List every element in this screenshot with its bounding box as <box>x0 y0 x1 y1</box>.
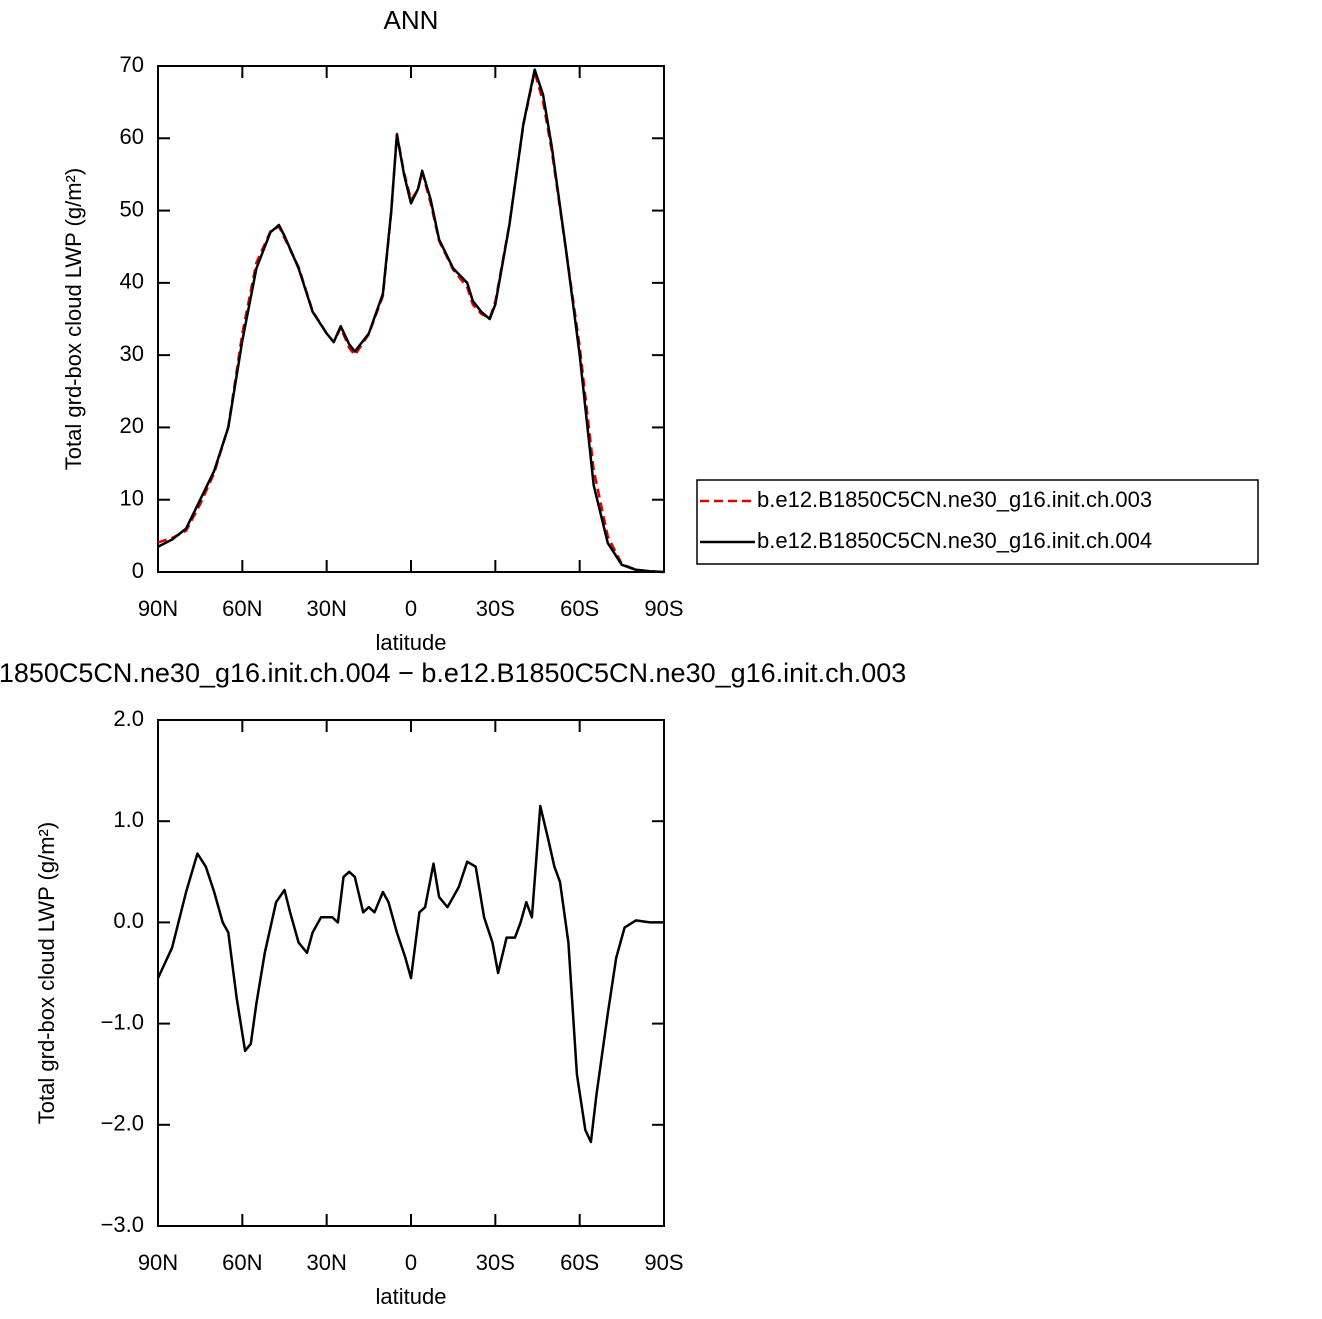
y-tick-label: −2.0 <box>101 1111 144 1136</box>
y-tick-label: −3.0 <box>101 1212 144 1237</box>
x-axis-label: latitude <box>376 630 447 655</box>
plot-frame <box>157 65 665 573</box>
series-line <box>157 68 665 574</box>
x-tick-label: 0 <box>405 1250 417 1275</box>
legend-label: b.e12.B1850C5CN.ne30_g16.init.ch.003 <box>757 487 1152 512</box>
y-tick-label: 0 <box>132 558 144 583</box>
y-tick-label: 1.0 <box>113 807 144 832</box>
y-axis-label: Total grd-box cloud LWP (g/m²) <box>61 168 86 470</box>
y-axis-label: Total grd-box cloud LWP (g/m²) <box>34 822 59 1124</box>
y-tick-label: 2.0 <box>113 706 144 731</box>
y-tick-label: 0.0 <box>113 908 144 933</box>
x-tick-label: 30S <box>476 596 515 621</box>
x-tick-label: 90N <box>138 1250 178 1275</box>
y-tick-label: 60 <box>120 124 144 149</box>
x-tick-label: 90S <box>644 1250 683 1275</box>
y-tick-label: 10 <box>120 486 144 511</box>
x-tick-label: 60S <box>560 1250 599 1275</box>
plot-frame <box>157 719 665 1227</box>
x-tick-label: 60N <box>222 596 262 621</box>
legend-label: b.e12.B1850C5CN.ne30_g16.init.ch.004 <box>757 528 1152 553</box>
series-line <box>156 804 664 1144</box>
x-tick-label: 30S <box>476 1250 515 1275</box>
x-tick-label: 30N <box>306 1250 346 1275</box>
x-tick-label: 0 <box>405 596 417 621</box>
y-tick-label: 40 <box>120 269 144 294</box>
legend-box <box>696 479 1259 565</box>
chart-title: ANN <box>384 5 439 35</box>
x-tick-label: 90N <box>138 596 178 621</box>
y-tick-label: 70 <box>120 52 144 77</box>
x-tick-label: 60S <box>560 596 599 621</box>
y-tick-label: 30 <box>120 341 144 366</box>
y-tick-label: 20 <box>120 413 144 438</box>
y-tick-label: −1.0 <box>101 1009 144 1034</box>
y-tick-label: 50 <box>120 196 144 221</box>
x-axis-label: latitude <box>376 1284 447 1309</box>
x-tick-label: 30N <box>306 596 346 621</box>
chart-title: b.e12.B1850C5CN.ne30_g16.init.ch.004 − b… <box>0 658 906 688</box>
x-tick-label: 90S <box>644 596 683 621</box>
x-tick-label: 60N <box>222 1250 262 1275</box>
series-line <box>157 70 665 574</box>
